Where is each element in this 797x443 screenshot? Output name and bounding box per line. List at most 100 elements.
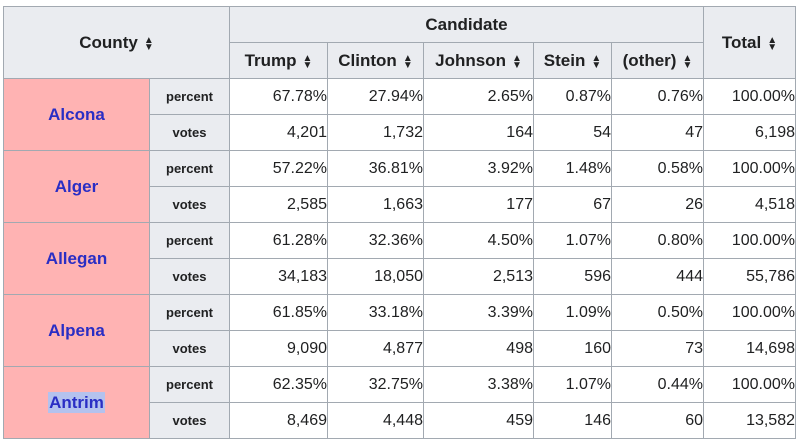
candidate-group-header: Candidate bbox=[229, 6, 704, 43]
candidate-header-label: Johnson bbox=[435, 50, 506, 70]
table-row: Antrim percent 62.35% 32.75% 3.38% 1.07% 0.44%… bbox=[3, 366, 796, 439]
value-cell: 61.28% bbox=[229, 222, 328, 259]
county-cell: Alpena bbox=[3, 294, 150, 367]
value-cell: 0.44% bbox=[611, 366, 704, 403]
value-cell: 1.07% bbox=[533, 366, 612, 403]
value-cell: 62.35% bbox=[229, 366, 328, 403]
table-row: votes 2,585 1,663 177 67 26 4,518 bbox=[4, 186, 796, 223]
value-cell: 459 bbox=[423, 402, 534, 439]
county-link[interactable]: Antrim bbox=[48, 391, 105, 413]
value-cell: 3.38% bbox=[423, 366, 534, 403]
table-row: votes 4,201 1,732 164 54 47 6,198 bbox=[4, 114, 796, 151]
votes-label: votes bbox=[149, 114, 230, 151]
candidate-header[interactable]: Johnson ▲ ▼ bbox=[423, 42, 534, 79]
sort-icon[interactable]: ▲ ▼ bbox=[302, 52, 313, 71]
percent-label: percent bbox=[149, 150, 230, 187]
value-cell: 26 bbox=[611, 186, 704, 223]
table-row: votes 9,090 4,877 498 160 73 14,698 bbox=[4, 330, 796, 367]
value-cell: 177 bbox=[423, 186, 534, 223]
table-row: Alpena percent 61.85% 33.18% 3.39% 1.09% 0.50%… bbox=[3, 294, 796, 367]
value-cell: 4,877 bbox=[327, 330, 424, 367]
value-cell: 32.75% bbox=[327, 366, 424, 403]
sort-icon[interactable]: ▲ ▼ bbox=[402, 52, 413, 71]
county-link[interactable]: Alcona bbox=[48, 104, 105, 124]
value-cell: 36.81% bbox=[327, 150, 424, 187]
county-header[interactable]: County ▲ ▼ bbox=[3, 6, 230, 79]
county-header-label: County bbox=[79, 32, 138, 52]
county-link[interactable]: Allegan bbox=[45, 248, 108, 268]
percent-label: percent bbox=[149, 222, 230, 259]
candidate-header-label: Stein bbox=[543, 50, 586, 70]
total-cell: 100.00% bbox=[703, 366, 796, 403]
county-cell: Allegan bbox=[3, 222, 150, 295]
value-cell: 2,585 bbox=[229, 186, 328, 223]
votes-label: votes bbox=[149, 258, 230, 295]
candidate-header-label: Clinton bbox=[338, 50, 397, 70]
value-cell: 9,090 bbox=[229, 330, 328, 367]
total-cell: 6,198 bbox=[703, 114, 796, 151]
value-cell: 73 bbox=[611, 330, 704, 367]
total-header-label: Total bbox=[721, 32, 762, 52]
value-cell: 3.39% bbox=[423, 294, 534, 331]
sort-icon[interactable]: ▲ ▼ bbox=[511, 52, 522, 71]
total-cell: 4,518 bbox=[703, 186, 796, 223]
value-cell: 0.87% bbox=[533, 78, 612, 115]
value-cell: 32.36% bbox=[327, 222, 424, 259]
value-cell: 54 bbox=[533, 114, 612, 151]
value-cell: 47 bbox=[611, 114, 704, 151]
county-cell: Antrim bbox=[3, 366, 150, 439]
candidate-header-label: (other) bbox=[622, 50, 677, 70]
county-link[interactable]: Alger bbox=[54, 176, 99, 196]
value-cell: 2,513 bbox=[423, 258, 534, 295]
value-cell: 1.09% bbox=[533, 294, 612, 331]
value-cell: 0.80% bbox=[611, 222, 704, 259]
candidate-header[interactable]: Clinton ▲ ▼ bbox=[327, 42, 424, 79]
total-cell: 55,786 bbox=[703, 258, 796, 295]
value-cell: 57.22% bbox=[229, 150, 328, 187]
total-cell: 100.00% bbox=[703, 78, 796, 115]
candidate-header-label: Trump bbox=[244, 50, 297, 70]
candidate-header[interactable]: Trump ▲ ▼ bbox=[229, 42, 328, 79]
total-cell: 14,698 bbox=[703, 330, 796, 367]
county-cell: Alcona bbox=[3, 78, 150, 151]
value-cell: 0.76% bbox=[611, 78, 704, 115]
sort-icon[interactable]: ▲ ▼ bbox=[767, 34, 778, 53]
county-cell: Alger bbox=[3, 150, 150, 223]
sort-icon[interactable]: ▲ ▼ bbox=[682, 52, 693, 71]
value-cell: 61.85% bbox=[229, 294, 328, 331]
sort-icon[interactable]: ▲ ▼ bbox=[591, 52, 602, 71]
results-table: County ▲ ▼ Candidate Total ▲ ▼ Trump ▲ ▼ Clin… bbox=[3, 6, 796, 439]
value-cell: 1.07% bbox=[533, 222, 612, 259]
value-cell: 0.58% bbox=[611, 150, 704, 187]
value-cell: 498 bbox=[423, 330, 534, 367]
value-cell: 160 bbox=[533, 330, 612, 367]
value-cell: 60 bbox=[611, 402, 704, 439]
table-row: Alger percent 57.22% 36.81% 3.92% 1.48% 0.58% 1… bbox=[3, 150, 796, 223]
value-cell: 27.94% bbox=[327, 78, 424, 115]
candidate-header[interactable]: Stein ▲ ▼ bbox=[533, 42, 612, 79]
value-cell: 67.78% bbox=[229, 78, 328, 115]
candidate-header[interactable]: (other) ▲ ▼ bbox=[611, 42, 704, 79]
value-cell: 34,183 bbox=[229, 258, 328, 295]
value-cell: 1.48% bbox=[533, 150, 612, 187]
percent-label: percent bbox=[149, 366, 230, 403]
value-cell: 33.18% bbox=[327, 294, 424, 331]
total-cell: 13,582 bbox=[703, 402, 796, 439]
sort-icon[interactable]: ▲ ▼ bbox=[143, 34, 154, 53]
total-cell: 100.00% bbox=[703, 150, 796, 187]
table-row: Allegan percent 61.28% 32.36% 4.50% 1.07% 0.80… bbox=[3, 222, 796, 295]
county-link[interactable]: Alpena bbox=[48, 320, 105, 340]
total-header[interactable]: Total ▲ ▼ bbox=[703, 6, 796, 79]
value-cell: 596 bbox=[533, 258, 612, 295]
table-row: votes 8,469 4,448 459 146 60 13,582 bbox=[4, 402, 796, 439]
total-cell: 100.00% bbox=[703, 294, 796, 331]
value-cell: 444 bbox=[611, 258, 704, 295]
value-cell: 4,201 bbox=[229, 114, 328, 151]
value-cell: 4,448 bbox=[327, 402, 424, 439]
value-cell: 1,732 bbox=[327, 114, 424, 151]
votes-label: votes bbox=[149, 402, 230, 439]
value-cell: 146 bbox=[533, 402, 612, 439]
value-cell: 0.50% bbox=[611, 294, 704, 331]
value-cell: 8,469 bbox=[229, 402, 328, 439]
value-cell: 2.65% bbox=[423, 78, 534, 115]
